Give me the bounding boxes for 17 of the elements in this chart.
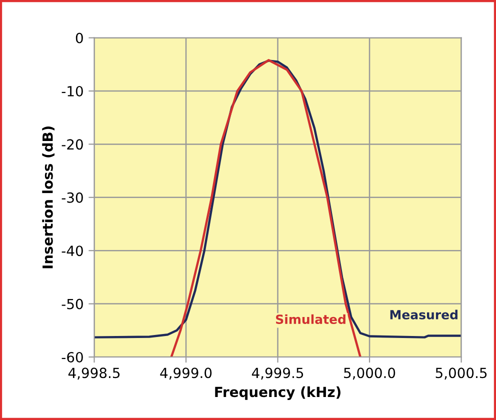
series-label: Simulated [276, 314, 346, 324]
y-tick-label: -50 [62, 298, 83, 310]
x-axis-title: Frequency (kHz) [215, 386, 340, 400]
x-tick-label: 4,999.5 [252, 368, 304, 380]
y-tick-label: 0 [76, 32, 83, 44]
y-tick-label: -10 [62, 86, 83, 96]
x-tick-label: 4,998.5 [68, 368, 120, 380]
series-label: Measured [390, 310, 458, 320]
line-series [170, 59, 362, 357]
x-tick-label: 5,000.0 [344, 368, 396, 380]
y-tick-label: -30 [62, 192, 83, 203]
y-axis-title: Insertion loss (dB) [42, 126, 55, 268]
y-tick-label: -40 [62, 246, 83, 256]
y-tick-label: -20 [62, 139, 83, 150]
x-tick-label: 4,999.0 [160, 368, 212, 380]
x-tick-label: 5,000.5 [436, 368, 487, 380]
y-tick-label: -60 [62, 352, 83, 362]
